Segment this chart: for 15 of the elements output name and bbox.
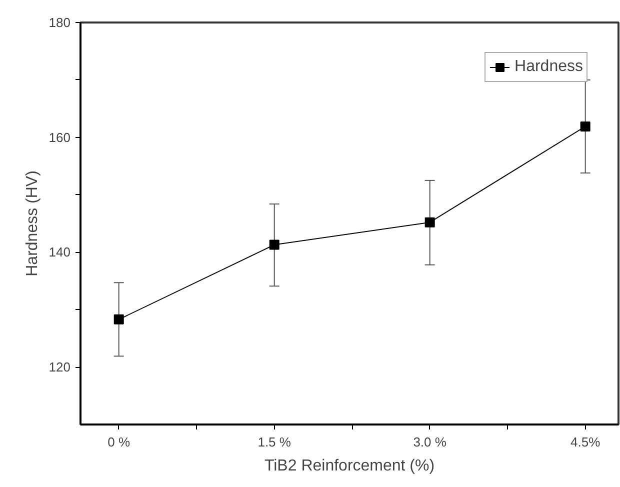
y-axis-title: Hardness (HV) xyxy=(24,170,41,276)
x-axis-title: TiB2 Reinforcement (%) xyxy=(264,458,435,474)
point xyxy=(114,314,124,324)
point xyxy=(424,217,435,228)
y-tick-label: 180 xyxy=(48,15,71,30)
y-tick-label: 140 xyxy=(48,244,71,260)
y-tick-label: 120 xyxy=(48,360,71,375)
point xyxy=(269,240,280,250)
point xyxy=(580,121,590,132)
y-tick-label: 160 xyxy=(48,130,71,145)
x-tick-label: 4.5% xyxy=(570,434,601,450)
legend-label: Hardness xyxy=(514,58,583,76)
x-tick-label: 1.5 % xyxy=(258,434,292,450)
x-tick-label: 3.0 % xyxy=(413,434,447,450)
x-tick-label: 0 % xyxy=(108,434,130,450)
